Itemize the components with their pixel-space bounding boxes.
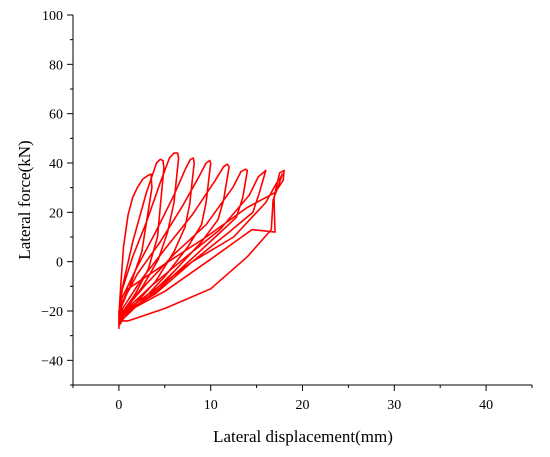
y-tick-label: 100 (42, 9, 63, 24)
x-tick-label: 0 (115, 398, 122, 413)
y-tick-label: −40 (41, 354, 63, 369)
hysteresis-curve (118, 152, 285, 330)
y-tick-label: 0 (56, 256, 63, 271)
y-tick-label: 40 (49, 157, 63, 172)
y-tick-label: 20 (49, 206, 63, 221)
y-axis-title: Lateral force(kN) (15, 140, 34, 259)
axes: 0 10 20 30 40 −40 −20 0 20 40 60 80 100 (41, 9, 533, 413)
x-tick-label: 40 (479, 398, 493, 413)
series-group (118, 152, 285, 330)
y-tick-label: 80 (49, 58, 63, 73)
y-tick-label: −20 (41, 305, 63, 320)
x-axis-title: Lateral displacement(mm) (213, 427, 393, 446)
x-tick-label: 20 (296, 398, 310, 413)
y-tick-label: 60 (49, 108, 63, 123)
x-tick-label: 30 (387, 398, 401, 413)
x-tick-label: 10 (204, 398, 218, 413)
